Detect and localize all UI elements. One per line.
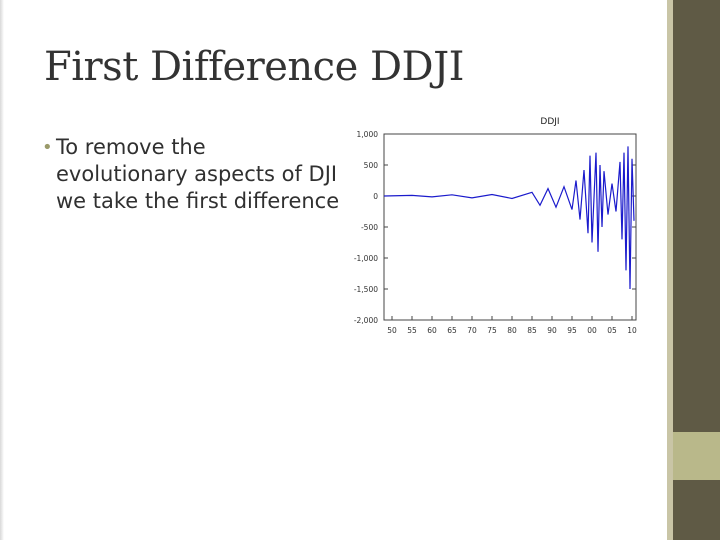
x-tick-label: 85 xyxy=(527,326,537,335)
y-tick-label: -1,500 xyxy=(354,285,378,294)
series-line xyxy=(383,146,635,290)
x-tick-label: 05 xyxy=(607,326,617,335)
y-tick-label: 0 xyxy=(373,192,378,201)
left-edge-shade xyxy=(0,0,4,540)
chart-svg: DDJI 1,000 500 0 -500 -1,000 -1,500 -2,000 50 55 6… xyxy=(354,117,637,335)
x-tick-label: 70 xyxy=(467,326,477,335)
y-tick-label: 500 xyxy=(364,161,379,170)
plot-frame xyxy=(383,133,637,321)
y-tick-label: -500 xyxy=(361,223,378,232)
slide-title: First Difference DDJI xyxy=(44,44,464,90)
bullet-dot-icon: • xyxy=(42,137,53,158)
x-tick-label: 75 xyxy=(487,326,497,335)
x-tick-label: 50 xyxy=(387,326,397,335)
chart-container: DDJI 1,000 500 0 -500 -1,000 -1,500 -2,000 50 55 6… xyxy=(340,96,654,352)
y-tick-label: -1,000 xyxy=(354,254,378,263)
bullet-text: To remove the evolutionary aspects of DJ… xyxy=(56,135,340,213)
x-tick-label: 65 xyxy=(447,326,457,335)
chart-title: DDJI xyxy=(540,117,559,127)
x-tick-label: 80 xyxy=(507,326,517,335)
x-tick-label: 95 xyxy=(567,326,577,335)
x-tick-label: 60 xyxy=(427,326,437,335)
y-tick-label: 1,000 xyxy=(357,130,379,139)
right-band-highlight xyxy=(667,0,673,540)
accent-block xyxy=(673,432,720,480)
x-tick-label: 00 xyxy=(587,326,597,335)
y-tick-label: -2,000 xyxy=(354,316,378,325)
bullet-item: • To remove the evolutionary aspects of … xyxy=(42,134,341,215)
x-tick-label: 55 xyxy=(407,326,417,335)
x-tick-label: 90 xyxy=(547,326,557,335)
x-tick-label: 10 xyxy=(627,326,637,335)
